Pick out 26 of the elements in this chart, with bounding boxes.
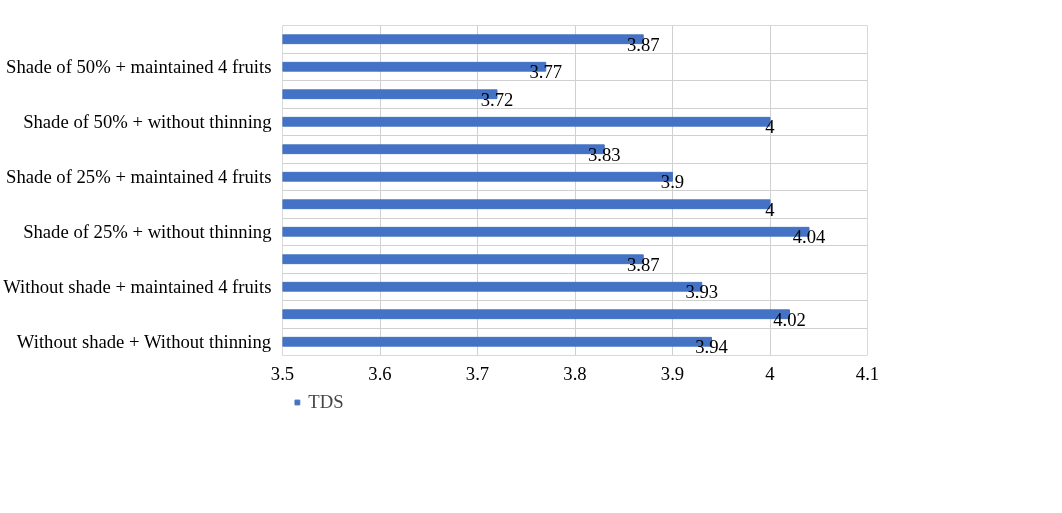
x-tick-label: 3.8: [563, 362, 587, 384]
y-tick-label: Without shade + Without thinning: [16, 331, 272, 353]
data-label: 4.02: [773, 308, 806, 330]
data-label: 3.77: [529, 61, 563, 83]
data-label: 3.9: [660, 171, 685, 193]
x-tick-label: 3.7: [465, 362, 490, 384]
y-tick-label: Without shade + maintained 4 fruits: [3, 276, 272, 298]
x-tick-label: 3.6: [368, 362, 392, 384]
data-label: 4: [765, 116, 776, 138]
data-label: 3.94: [695, 336, 729, 358]
data-label: 3.72: [480, 88, 514, 110]
data-label: 4: [765, 198, 776, 220]
x-tick-label: 4.1: [855, 362, 880, 384]
data-label: 3.83: [587, 143, 621, 165]
y-tick-label: Shade of 25% + maintained 4 fruits: [6, 166, 272, 188]
y-tick-label: Shade of 50% + maintained 4 fruits: [6, 56, 272, 78]
y-tick-label: Shade of 50% + without thinning: [23, 111, 272, 133]
data-label: 3.87: [626, 253, 660, 275]
x-tick-label: 4: [765, 362, 776, 384]
x-tick-label: 3.5: [270, 362, 295, 384]
data-label: 3.93: [685, 281, 719, 303]
legend-label: TDS: [308, 391, 344, 413]
x-tick-label: 3.9: [660, 362, 685, 384]
data-label: 3.87: [626, 33, 660, 55]
data-label: 4.04: [792, 226, 826, 248]
y-tick-label: Shade of 25% + without thinning: [23, 221, 272, 243]
